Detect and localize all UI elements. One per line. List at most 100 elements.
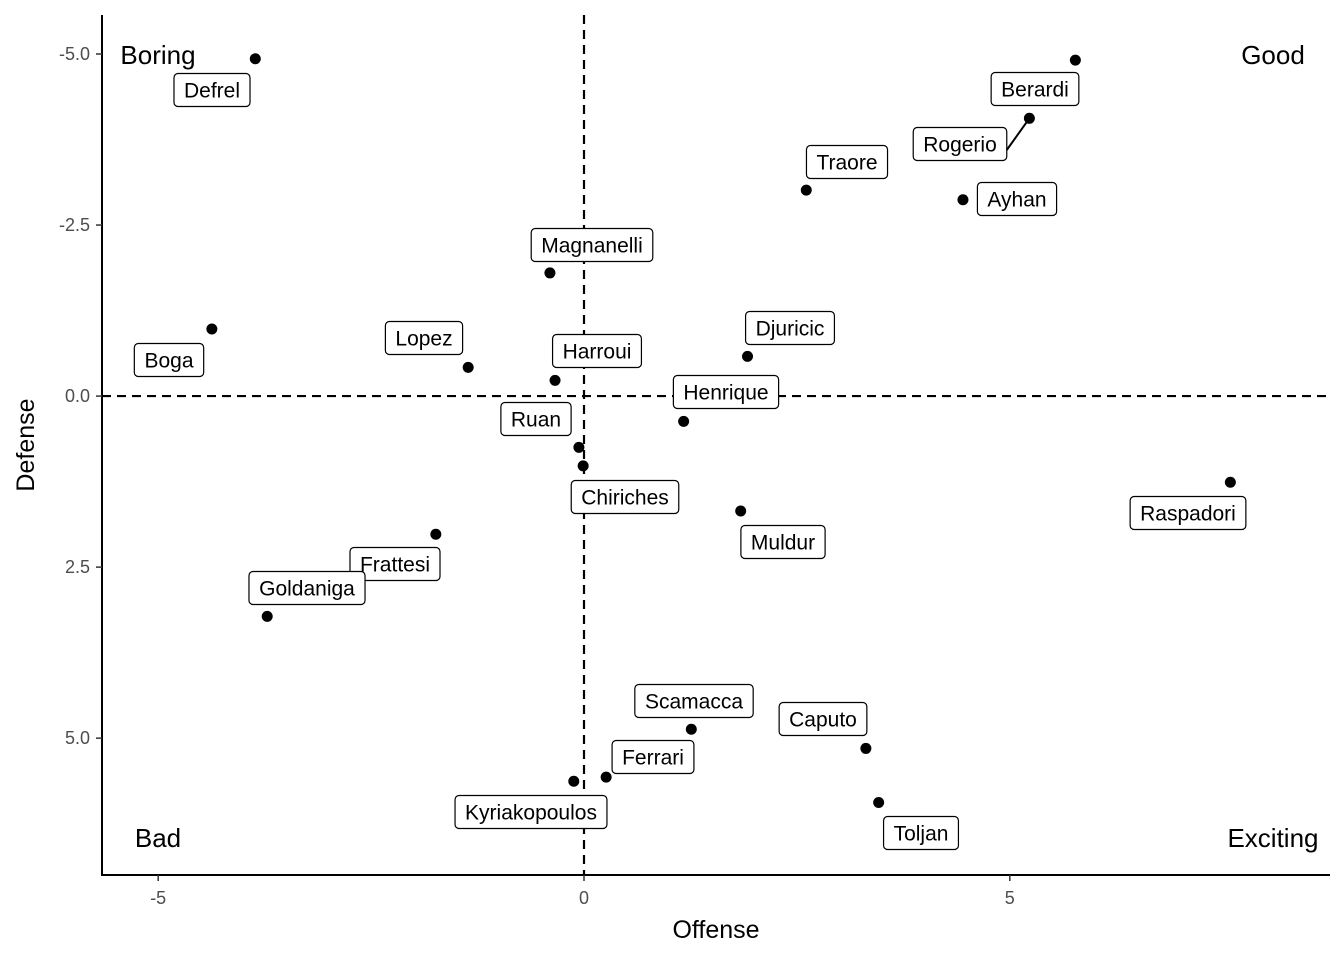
point-label: Goldaniga	[259, 578, 355, 601]
data-point	[1069, 54, 1081, 66]
data-label-group: Ferrari	[611, 739, 695, 775]
y-tick-label: -5.0	[59, 44, 90, 64]
data-label-group: Ruan	[500, 401, 572, 437]
data-point	[462, 361, 474, 373]
data-label-group: Raspadori	[1129, 495, 1247, 531]
data-point	[568, 775, 580, 787]
x-tick-label: 0	[579, 888, 589, 908]
data-label-group: Harroui	[551, 333, 643, 369]
y-tick-label: 5.0	[65, 728, 90, 748]
label-box	[805, 144, 889, 180]
quadrant-label-bottom-left: Bad	[135, 823, 181, 853]
point-label: Scamacca	[645, 691, 743, 714]
label-box	[173, 72, 251, 108]
data-label-group: Toljan	[882, 815, 960, 851]
data-label-group: Rogerio	[912, 117, 1031, 162]
point-label: Chiriches	[581, 487, 669, 510]
data-point	[549, 374, 561, 386]
label-box	[384, 320, 464, 356]
data-label-group: Lopez	[384, 320, 464, 356]
label-box	[634, 683, 754, 719]
label-box	[248, 570, 366, 606]
data-label-group: Scamacca	[634, 683, 754, 719]
x-tick-label: -5	[150, 888, 166, 908]
quadrant-label-top-left: Boring	[120, 40, 195, 70]
point-label: Muldur	[751, 532, 815, 555]
data-point	[1224, 476, 1236, 488]
point-label: Harroui	[563, 341, 632, 364]
data-point	[577, 460, 589, 472]
x-tick-label: 5	[1005, 888, 1015, 908]
label-box	[500, 401, 572, 437]
data-label-group: Henrique	[672, 374, 780, 410]
label-box	[551, 333, 643, 369]
data-point	[800, 184, 812, 196]
quadrant-label-bottom-right: Exciting	[1227, 823, 1318, 853]
data-label-group: Magnanelli	[530, 227, 654, 263]
data-point	[430, 528, 442, 540]
point-label: Berardi	[1001, 79, 1069, 102]
point-label: Ayhan	[987, 189, 1046, 212]
data-label-group: Berardi	[990, 71, 1080, 107]
point-label: Lopez	[395, 328, 452, 351]
data-point	[261, 610, 273, 622]
point-label: Kyriakopoulos	[465, 802, 597, 825]
label-box	[912, 126, 1008, 162]
data-point	[544, 267, 556, 279]
label-box	[976, 181, 1058, 217]
data-label-group: Frattesi	[349, 546, 441, 582]
label-leader-line	[1005, 117, 1031, 151]
y-axis-title: Defense	[12, 398, 40, 491]
label-box	[740, 524, 826, 560]
point-label: Defrel	[184, 80, 240, 103]
point-label: Djuricic	[756, 318, 825, 341]
data-label-group: Chiriches	[570, 479, 680, 515]
label-box	[882, 815, 960, 851]
point-label: Magnanelli	[541, 235, 643, 258]
label-box	[990, 71, 1080, 107]
point-label: Toljan	[894, 823, 949, 846]
y-tick-label: 2.5	[65, 557, 90, 577]
label-box	[530, 227, 654, 263]
data-label-group: Kyriakopoulos	[454, 794, 608, 830]
label-box	[570, 479, 680, 515]
data-point	[735, 505, 747, 517]
data-label-group: Djuricic	[744, 310, 836, 346]
point-label: Ruan	[511, 409, 561, 432]
data-point	[1023, 112, 1035, 124]
label-box	[454, 794, 608, 830]
y-tick-label: -2.5	[59, 215, 90, 235]
point-label: Rogerio	[923, 134, 997, 157]
label-box	[744, 310, 836, 346]
data-point	[600, 771, 612, 783]
data-label-group: Boga	[133, 342, 205, 378]
data-point	[573, 441, 585, 453]
data-point	[873, 796, 885, 808]
x-axis-title: Offense	[672, 916, 759, 944]
data-label-group: Ayhan	[976, 181, 1058, 217]
data-point	[860, 742, 872, 754]
label-box	[672, 374, 780, 410]
label-box	[611, 739, 695, 775]
data-label-group: Traore	[805, 144, 889, 180]
data-point	[206, 323, 218, 335]
y-tick-label: 0.0	[65, 386, 90, 406]
point-label: Henrique	[683, 382, 768, 405]
data-label-group: Muldur	[740, 524, 826, 560]
data-label-group: Goldaniga	[248, 570, 366, 606]
data-label-group: Defrel	[173, 72, 251, 108]
data-point	[685, 723, 697, 735]
data-point	[678, 415, 690, 427]
point-label: Boga	[144, 350, 193, 373]
label-box	[133, 342, 205, 378]
label-box	[778, 701, 868, 737]
point-label: Caputo	[789, 709, 857, 732]
quadrant-label-top-right: Good	[1241, 40, 1305, 70]
label-box	[1129, 495, 1247, 531]
data-point	[742, 350, 754, 362]
data-label-group: Caputo	[778, 701, 868, 737]
data-point	[249, 53, 261, 65]
label-box	[349, 546, 441, 582]
point-label: Ferrari	[622, 747, 684, 770]
